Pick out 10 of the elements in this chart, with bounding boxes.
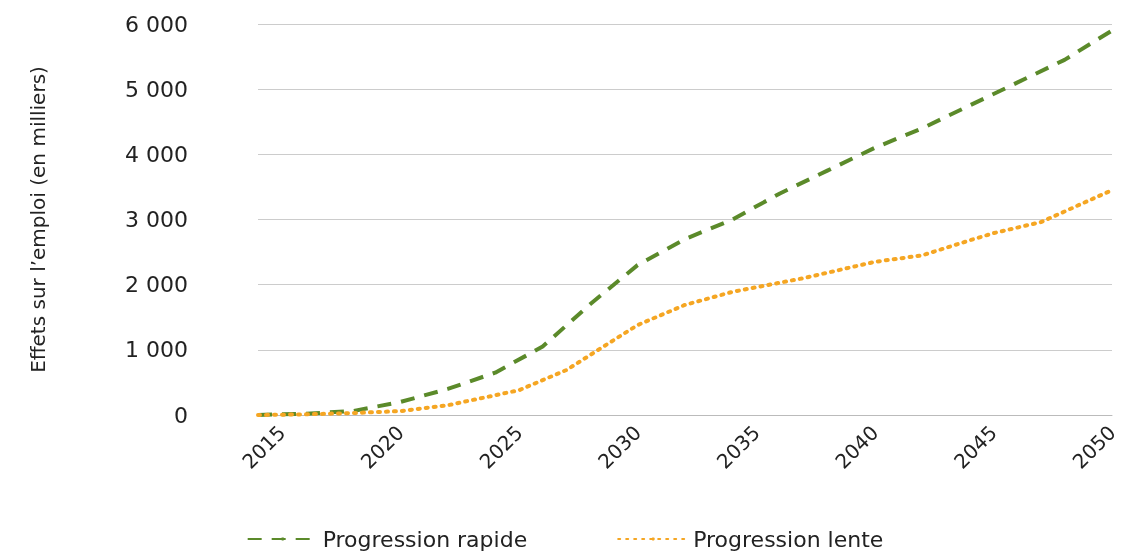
y-axis-title: Effets sur l’emploi (en milliers) — [26, 66, 50, 373]
legend-label: Progression rapide — [322, 526, 528, 552]
y-tick-label: 5 000 — [125, 76, 188, 102]
y-tick-label: 2 000 — [125, 272, 188, 298]
y-tick-label: 1 000 — [125, 337, 188, 363]
y-tick-label: 3 000 — [125, 207, 188, 232]
y-tick-label: 6 000 — [125, 11, 188, 37]
y-tick-label: 4 000 — [125, 141, 188, 167]
y-tick-label: 0 — [174, 402, 188, 428]
legend-label: Progression lente — [693, 526, 884, 552]
